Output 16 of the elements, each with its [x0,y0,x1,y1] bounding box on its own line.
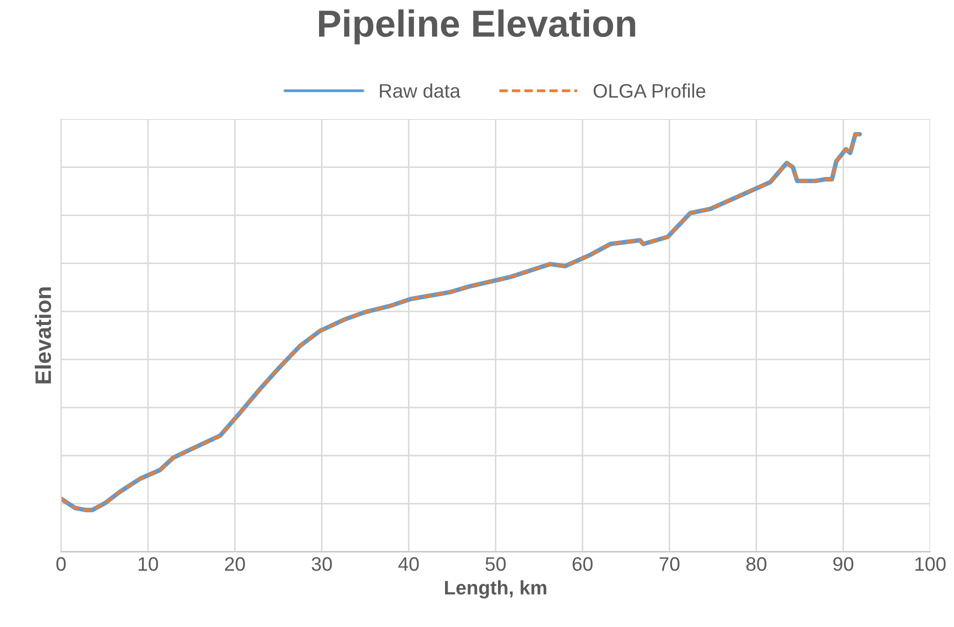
x-tick-label: 70 [660,557,680,571]
x-tick-label: 90 [833,557,854,571]
x-tick-label: 30 [312,557,332,571]
legend-label: Raw data [380,84,460,98]
x-tick-label: 80 [746,557,766,571]
y-axis-title: Elevation [34,287,52,384]
chart-title: Pipeline Elevation [319,9,636,44]
x-tick-label: 20 [225,557,245,571]
x-tick-label: 0 [56,557,66,571]
legend-label: OLGA Profile [594,84,706,98]
x-tick-label: 10 [138,557,158,571]
x-tick-label: 50 [486,557,506,571]
x-axis-title: Length, km [445,580,546,599]
x-tick-label: 60 [572,557,593,571]
x-tick-label: 100 [915,557,946,571]
x-tick-label: 40 [398,557,419,571]
